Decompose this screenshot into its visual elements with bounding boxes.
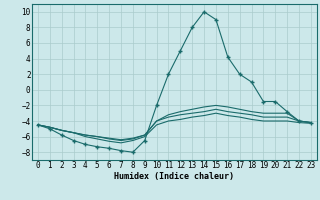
X-axis label: Humidex (Indice chaleur): Humidex (Indice chaleur) <box>115 172 234 181</box>
